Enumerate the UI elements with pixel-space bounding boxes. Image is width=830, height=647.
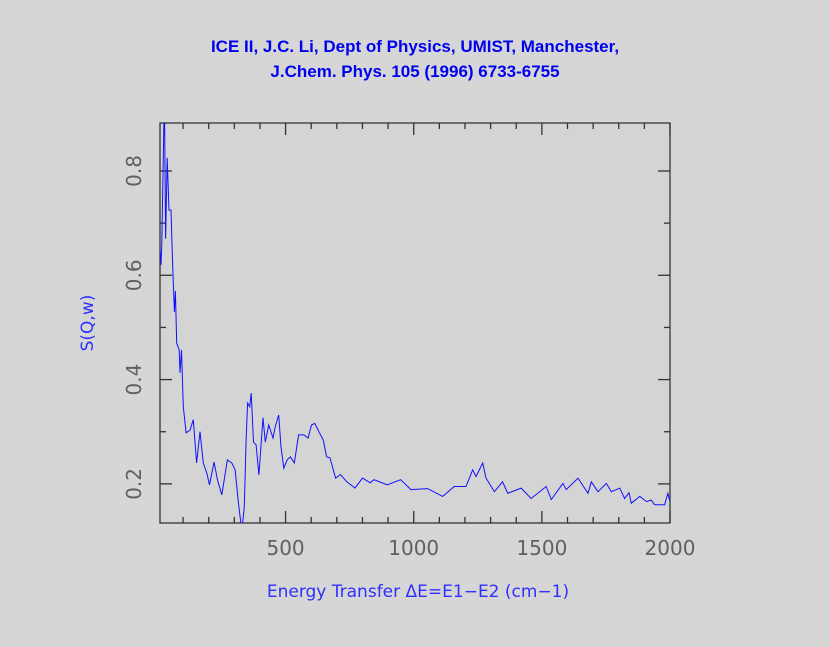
y-axis-label: S(Q,w)	[78, 295, 98, 352]
plot-frame	[159, 122, 671, 524]
x-tick-label: 1000	[388, 536, 439, 560]
x-tick-label: 2000	[645, 536, 696, 560]
y-tick-label: 0.4	[122, 364, 146, 396]
y-tick-label: 0.6	[122, 259, 146, 291]
x-axis-label: Energy Transfer ΔE=E1−E2 (cm−1)	[267, 582, 569, 602]
series-line	[160, 123, 670, 523]
x-tick-label: 1500	[516, 536, 567, 560]
x-tick-label: 500	[266, 536, 304, 560]
chart-title-line-1: ICE II, J.C. Li, Dept of Physics, UMIST,…	[210, 37, 620, 56]
y-tick-label: 0.2	[122, 468, 146, 500]
y-tick-label: 0.8	[122, 155, 146, 187]
chart-title-line-2: J.Chem. Phys. 105 (1996) 6733-6755	[270, 62, 560, 81]
